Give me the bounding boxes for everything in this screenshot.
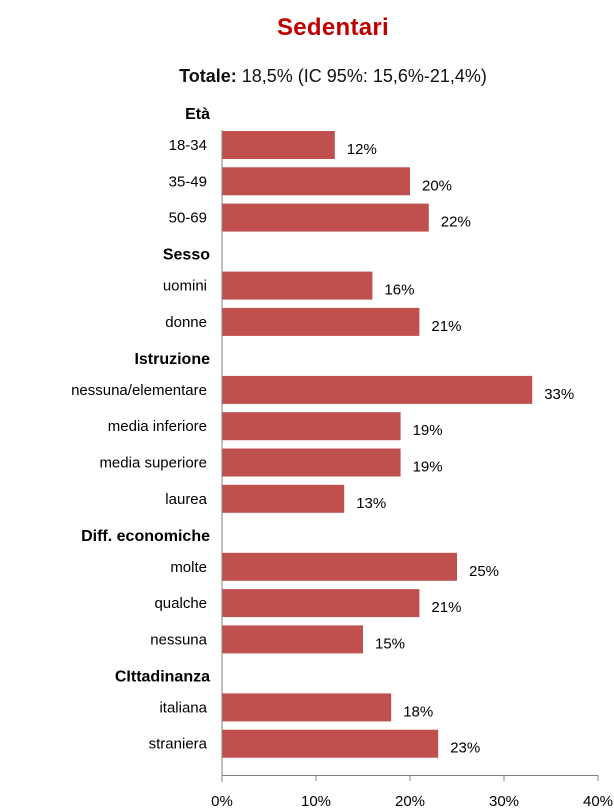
data-label: 23%	[450, 740, 480, 757]
category-label: donne	[165, 314, 207, 331]
data-label: 16%	[384, 282, 414, 299]
bar	[222, 203, 429, 232]
x-tick-label: 0%	[211, 793, 233, 810]
bar	[222, 375, 533, 404]
data-label: 33%	[544, 386, 574, 403]
group-header: Diff. economiche	[81, 528, 210, 545]
data-label: 19%	[413, 459, 443, 476]
category-label: nessuna	[150, 631, 207, 648]
bar	[222, 484, 345, 513]
chart-subtitle: Totale: 18,5% (IC 95%: 15,6%-21,4%)	[0, 66, 614, 87]
data-label: 22%	[441, 214, 471, 231]
category-label: uomini	[163, 278, 207, 295]
bar	[222, 412, 401, 441]
category-label: media inferiore	[108, 418, 207, 435]
bar	[222, 167, 410, 196]
group-header: Età	[185, 106, 210, 123]
bar	[222, 271, 373, 300]
data-label: 15%	[375, 635, 405, 652]
bar	[222, 448, 401, 477]
bar	[222, 131, 335, 159]
bar	[222, 589, 420, 618]
category-label: laurea	[165, 491, 207, 508]
bar	[222, 552, 457, 581]
category-label: italiana	[159, 699, 207, 716]
group-header: CIttadinanza	[115, 668, 210, 685]
data-label: 21%	[431, 599, 461, 616]
category-label: 18-34	[169, 137, 207, 154]
category-label: molte	[170, 559, 207, 576]
x-tick-label: 30%	[489, 793, 519, 810]
x-tick-label: 10%	[301, 793, 331, 810]
data-label: 13%	[356, 495, 386, 512]
data-label: 21%	[431, 318, 461, 335]
subtitle-bold: Totale:	[179, 66, 237, 86]
category-label: straniera	[149, 736, 208, 753]
chart-title: Sedentari	[276, 14, 390, 41]
bar	[222, 693, 392, 722]
data-label: 12%	[347, 141, 377, 158]
bar	[222, 307, 420, 336]
x-tick-label: 20%	[395, 793, 425, 810]
group-header: Istruzione	[134, 351, 210, 368]
data-label: 18%	[403, 703, 433, 720]
data-label: 20%	[422, 177, 452, 194]
category-label: 50-69	[169, 210, 207, 227]
bar	[222, 625, 363, 654]
subtitle-rest: 18,5% (IC 95%: 15,6%-21,4%)	[236, 66, 487, 86]
data-label: 25%	[469, 563, 499, 580]
category-label: nessuna/elementare	[71, 382, 207, 399]
category-label: 35-49	[169, 173, 207, 190]
category-label: media superiore	[99, 455, 207, 472]
group-header: Sesso	[163, 247, 210, 264]
category-label: qualche	[154, 595, 207, 612]
data-label: 19%	[413, 422, 443, 439]
x-tick-label: 40%	[583, 793, 613, 810]
bar	[222, 729, 439, 758]
